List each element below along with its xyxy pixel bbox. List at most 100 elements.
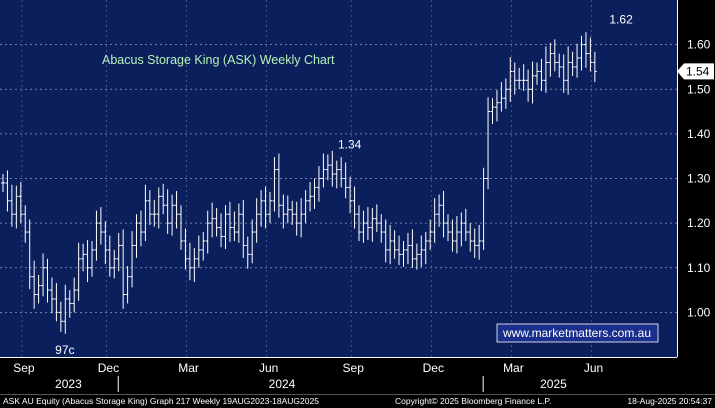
ohlc-bar [281, 194, 286, 229]
ohlc-bar [374, 204, 379, 233]
x-tick-month: Dec [98, 361, 119, 375]
ohlc-bar [486, 97, 491, 190]
x-tick-month: Dec [423, 361, 444, 375]
y-tick-label: 1.10 [687, 261, 711, 275]
ohlc-bar [383, 219, 388, 263]
x-tick-month: Jun [584, 361, 603, 375]
ohlc-bar [379, 214, 384, 243]
ohlc-bar [557, 53, 562, 78]
ohlc-bar [276, 153, 281, 218]
ohlc-bar [23, 205, 28, 243]
ohlc-bar [254, 198, 259, 243]
footer-bar: ASK AU Equity (Abacus Storage King) Grap… [3, 396, 712, 406]
ohlc-bar [397, 235, 402, 266]
ohlc-bar [294, 201, 299, 236]
ohlc-bar [352, 186, 357, 229]
ohlc-bar [210, 202, 215, 238]
ohlc-bar [490, 98, 495, 125]
ohlc-bar [365, 207, 370, 241]
last-price-value: 1.54 [686, 64, 710, 78]
price-bars [1, 32, 597, 334]
ohlc-bar [165, 189, 170, 234]
ohlc-bar [530, 61, 535, 104]
ohlc-bar [107, 235, 112, 277]
footer-left: ASK AU Equity (Abacus Storage King) Grap… [3, 396, 319, 406]
ohlc-bar [5, 170, 10, 212]
ohlc-bar [85, 240, 90, 283]
ohlc-bar [268, 191, 272, 224]
ohlc-bar [41, 253, 46, 297]
ohlc-bar [432, 198, 437, 243]
ohlc-bar [196, 235, 201, 268]
ohlc-bar [227, 201, 232, 242]
ohlc-bar [330, 150, 335, 187]
ohlc-bar [459, 212, 464, 247]
ohlc-bar [63, 284, 68, 334]
ohlc-bar [441, 190, 446, 238]
y-tick-label: 1.00 [687, 305, 711, 319]
ohlc-bar [205, 210, 210, 254]
ohlc-bar [290, 200, 295, 225]
ohlc-bar [419, 235, 424, 267]
ohlc-bar [98, 207, 103, 245]
ohlc-bar [116, 232, 121, 272]
ohlc-bar [512, 62, 517, 95]
ohlc-bar [58, 301, 63, 333]
x-axis: Sep Dec Mar Jun Sep Dec Mar Jun 2023 2024 2025 [0, 0, 715, 395]
ohlc-bar [539, 58, 544, 92]
ohlc-bar [348, 176, 353, 214]
ohlc-bar [423, 232, 428, 265]
ohlc-bar [125, 265, 130, 304]
ohlc-bar [343, 162, 348, 199]
ohlc-bar [392, 230, 397, 259]
ohlc-bar [121, 229, 126, 309]
x-axis-band [0, 357, 715, 393]
ohlc-bar [503, 78, 508, 109]
ohlc-bar [405, 232, 410, 265]
ohlc-bar [499, 82, 504, 112]
ohlc-bar [138, 210, 143, 247]
ohlc-bar [36, 274, 41, 304]
last-price-box [677, 63, 714, 80]
ohlc-bar [1, 174, 5, 192]
annotation-label: 1.34 [338, 138, 362, 152]
chart-title: Abacus Storage King (ASK) Weekly Chart [102, 53, 335, 67]
ohlc-bar [579, 35, 584, 71]
ohlc-bar [472, 228, 477, 258]
ohlc-bar [14, 185, 19, 229]
y-tick-label: 1.30 [687, 172, 711, 186]
watermark-link[interactable]: www.marketmatters.com.au [502, 326, 651, 340]
ohlc-bar [481, 167, 486, 250]
ohlc-bar [112, 249, 117, 279]
ohlc-bar [223, 205, 228, 250]
ohlc-bar [72, 277, 77, 313]
ohlc-bar [285, 195, 290, 224]
ohlc-bar [334, 160, 339, 189]
ohlc-bar [450, 219, 455, 252]
ohlc-bar [548, 42, 553, 77]
ohlc-bar [321, 153, 326, 188]
y-tick-label: 1.20 [687, 216, 711, 230]
ohlc-bar [414, 243, 419, 270]
ohlc-bar [263, 186, 268, 229]
watermark[interactable]: www.marketmatters.com.au [496, 323, 659, 343]
ohlc-bar [410, 229, 415, 268]
x-tick-year: 2025 [540, 377, 567, 391]
ohlc-bar [361, 210, 366, 243]
annotation-label: 1.62 [609, 13, 633, 27]
x-tick-month: Sep [343, 361, 365, 375]
annotation-label: 97c [55, 343, 74, 357]
ohlc-bar [325, 154, 330, 181]
ohlc-bar [583, 32, 588, 68]
ohlc-bar [32, 260, 37, 309]
ohlc-bar [437, 194, 442, 227]
footer-center: Copyright© 2025 Bloomberg Finance L.P. [395, 396, 551, 406]
ohlc-bar [27, 219, 32, 290]
ohlc-bar [570, 51, 575, 76]
ohlc-bar [543, 46, 548, 93]
last-price-tag: 1.54 [677, 63, 714, 80]
ohlc-bar [526, 69, 531, 102]
ohlc-bar [494, 90, 499, 122]
ohlc-bar [201, 232, 206, 261]
